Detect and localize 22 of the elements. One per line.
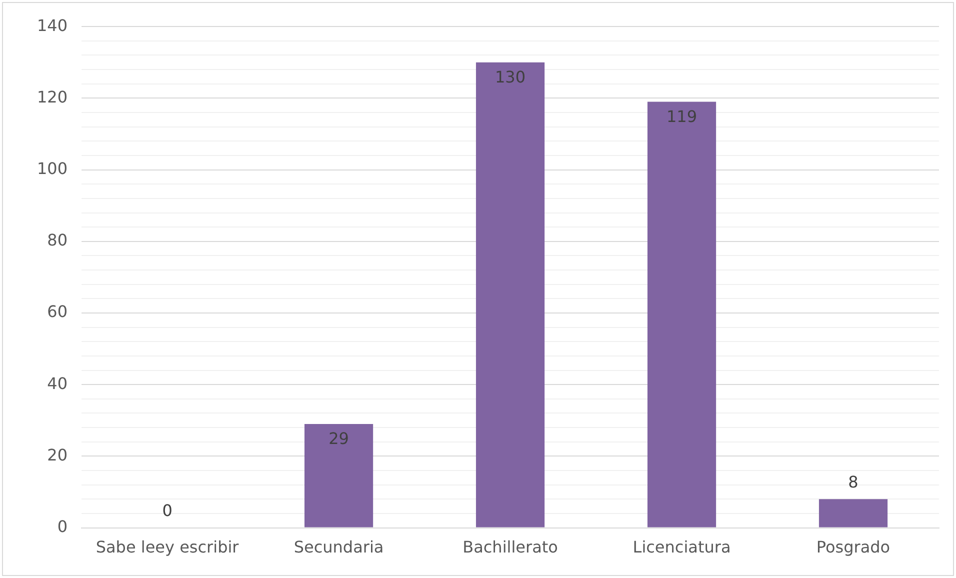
x-tick-label: Bachillerato xyxy=(462,538,558,557)
x-tick-label: Licenciatura xyxy=(632,538,731,557)
y-tick-label: 140 xyxy=(36,16,68,35)
bar xyxy=(818,499,888,528)
y-tick-label: 100 xyxy=(36,158,68,178)
y-tick-label: 0 xyxy=(57,516,68,536)
y-tick-label: 120 xyxy=(36,87,68,106)
bar xyxy=(476,62,545,528)
y-tick-label: 80 xyxy=(47,230,68,250)
x-tick-label: Posgrado xyxy=(816,538,890,557)
bar xyxy=(304,424,374,528)
data-label: 8 xyxy=(848,472,858,492)
data-label: 0 xyxy=(162,500,172,520)
y-tick-label: 60 xyxy=(47,302,68,322)
y-tick-label: 20 xyxy=(47,445,68,464)
y-tick-label: 40 xyxy=(47,374,68,393)
bar xyxy=(647,102,716,528)
data-label: 119 xyxy=(666,106,698,126)
x-tick-label: Secundaria xyxy=(294,538,384,557)
data-label: 29 xyxy=(328,429,349,448)
x-tick-label: Sabe leey escribir xyxy=(96,538,240,557)
data-label: 130 xyxy=(494,68,526,87)
